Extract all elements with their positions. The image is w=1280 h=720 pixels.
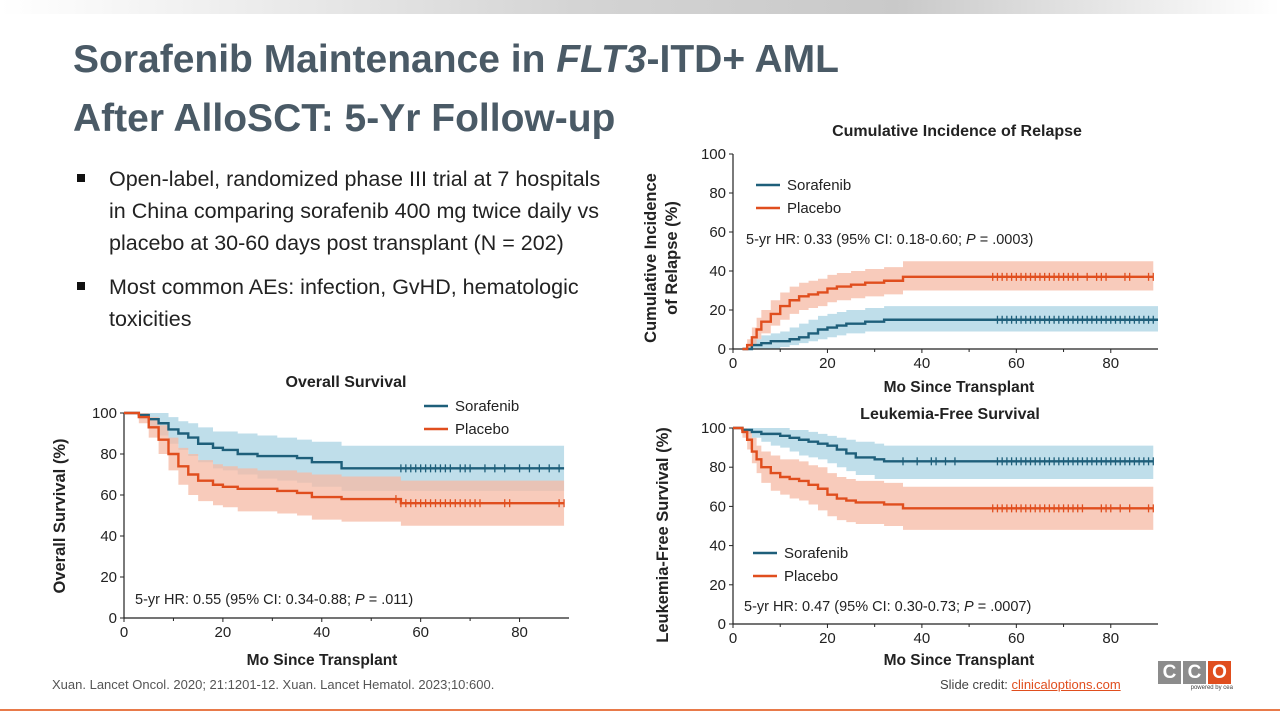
os-legend-label-sorafenib: Sorafenib: [455, 398, 519, 415]
os-y-tick-label: 20: [100, 569, 117, 586]
title-line-1: Sorafenib Maintenance in FLT3-ITD+ AML: [73, 30, 973, 89]
os-title: Overall Survival: [286, 374, 407, 391]
top-gradient-bar: [0, 0, 1280, 14]
title-text-b: -ITD+ AML: [646, 38, 839, 81]
reference-citation: Xuan. Lancet Oncol. 2020; 21:1201-12. Xu…: [52, 677, 495, 692]
os-x-tick-label: 60: [412, 624, 429, 641]
cir-x-tick-label: 60: [1008, 355, 1025, 372]
cir-legend-label-sorafenib: Sorafenib: [787, 177, 851, 194]
os-line-sorafenib: [124, 411, 565, 470]
bullet-list: Open-label, randomized phase III trial a…: [75, 163, 615, 347]
os-y-label: Overall Survival (%): [51, 439, 69, 594]
logo-subtitle: powered by cea: [1190, 685, 1233, 691]
logo-letter-c2: C: [1183, 661, 1206, 684]
lfs-x-tick-label: 20: [819, 630, 836, 647]
os-x-label: Mo Since Transplant: [247, 652, 398, 669]
lfs-x-tick-label: 60: [1008, 630, 1025, 647]
lfs-title: Leukemia-Free Survival: [860, 406, 1040, 423]
os-x-tick-label: 0: [120, 624, 128, 641]
os-ci-band-sorafenib: [124, 413, 565, 491]
cir-y-tick-label: 20: [709, 302, 726, 319]
os-hr-annotation: 5-yr HR: 0.55 (95% CI: 0.34-0.88; P = .0…: [135, 592, 413, 608]
lfs-chart: 0 20 40 60 80 0 20 40 60 80 100 Leukemia-Free Survi…: [654, 406, 1158, 669]
cir-x-label: Mo Since Transplant: [884, 379, 1035, 396]
lfs-y-tick-label: 20: [709, 577, 726, 594]
os-x-tick-label: 40: [313, 624, 330, 641]
os-y-tick-label: 40: [100, 528, 117, 545]
credit-link[interactable]: clinicaloptions.com: [1011, 677, 1121, 692]
cir-y-tick-label: 40: [709, 263, 726, 280]
cir-line-sorafenib: [742, 318, 1158, 351]
cir-x-tick-label: 80: [1102, 355, 1119, 372]
lfs-x-tick-label: 40: [914, 630, 931, 647]
lfs-y-tick-label: 60: [709, 498, 726, 515]
logo-letter-o: O: [1208, 661, 1231, 684]
cir-ci-band-sorafenib: [742, 306, 1158, 349]
cir-x-tick-label: 40: [914, 355, 931, 372]
os-y-tick-label: 100: [92, 405, 117, 422]
lfs-y-tick-label: 0: [718, 616, 726, 633]
slide-title: Sorafenib Maintenance in FLT3-ITD+ AML A…: [73, 30, 973, 148]
cir-y-tick-label: 100: [701, 146, 726, 163]
lfs-hr-annotation: 5-yr HR: 0.47 (95% CI: 0.30-0.73; P = .0…: [744, 599, 1031, 615]
lfs-legend-label-sorafenib: Sorafenib: [784, 545, 848, 562]
title-text-gene: FLT3: [556, 38, 647, 81]
cir-legend-label-placebo: Placebo: [787, 200, 841, 217]
credit-label: Slide credit:: [940, 677, 1012, 692]
bottom-accent-line: [0, 709, 1280, 711]
cir-y-tick-label: 80: [709, 185, 726, 202]
lfs-ci-band-sorafenib: [733, 428, 1154, 479]
bullet-item-aes: Most common AEs: infection, GvHD, hemato…: [75, 271, 615, 335]
title-line-2: After AlloSCT: 5-Yr Follow-up: [73, 97, 616, 140]
lfs-y-tick-label: 100: [701, 420, 726, 437]
os-y-tick-label: 80: [100, 446, 117, 463]
lfs-ci-band-placebo: [733, 428, 1154, 530]
cir-ci-band-placebo: [742, 261, 1154, 349]
lfs-x-tick-label: 0: [729, 630, 737, 647]
slide-credit: Slide credit: clinicaloptions.com: [940, 677, 1121, 692]
os-y-tick-label: 60: [100, 487, 117, 504]
lfs-x-label: Mo Since Transplant: [884, 652, 1035, 669]
lfs-y-label: Leukemia-Free Survival (%): [654, 427, 672, 643]
cir-chart: 0 20 40 60 80 0 20 40 60 80 100 Cumulative Incidenc…: [642, 123, 1158, 396]
lfs-y-tick-label: 80: [709, 459, 726, 476]
lfs-y-tick-label: 40: [709, 538, 726, 555]
os-x-tick-label: 20: [215, 624, 232, 641]
logo-letter-c1: C: [1158, 661, 1181, 684]
title-text-a: Sorafenib Maintenance in: [73, 38, 557, 81]
lfs-legend-label-placebo: Placebo: [784, 568, 838, 585]
cir-line-placebo: [742, 275, 1154, 351]
os-chart: 0 20 40 60 80 0 20 40 60 80 100 Overall Survival Mo …: [51, 374, 569, 669]
os-x-tick-label: 80: [511, 624, 528, 641]
cir-x-tick-label: 20: [819, 355, 836, 372]
lfs-line-placebo: [733, 426, 1154, 510]
cir-y-label: Cumulative Incidence of Relapse (%): [642, 173, 681, 343]
lfs-x-tick-label: 80: [1102, 630, 1119, 647]
cir-hr-annotation: 5-yr HR: 0.33 (95% CI: 0.18-0.60; P = .0…: [746, 232, 1033, 248]
cir-title: Cumulative Incidence of Relapse: [832, 123, 1082, 140]
os-y-tick-label: 0: [109, 610, 117, 627]
lfs-line-sorafenib: [733, 426, 1154, 463]
cir-y-tick-label: 0: [718, 341, 726, 358]
cir-y-tick-label: 60: [709, 224, 726, 241]
cir-x-tick-label: 0: [729, 355, 737, 372]
bullet-item-trial: Open-label, randomized phase III trial a…: [75, 163, 615, 259]
os-ci-band-placebo: [124, 413, 565, 526]
os-legend-label-placebo: Placebo: [455, 421, 509, 438]
